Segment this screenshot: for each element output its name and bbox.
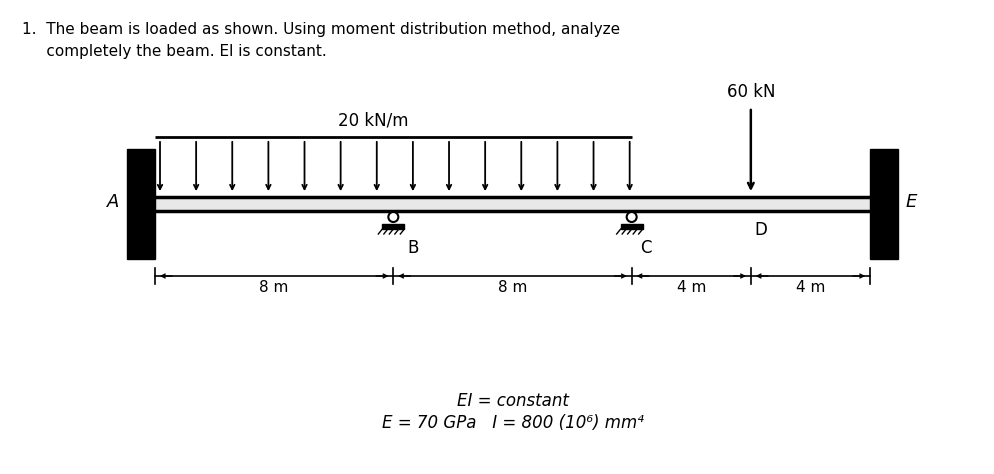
Text: 1.  The beam is loaded as shown. Using moment distribution method, analyze: 1. The beam is loaded as shown. Using mo… (22, 22, 620, 37)
Bar (870, 149, 898, 259)
Circle shape (626, 212, 637, 222)
Text: 4 m: 4 m (677, 280, 706, 295)
Bar (127, 149, 155, 259)
Text: 8 m: 8 m (498, 280, 527, 295)
Text: EI = constant: EI = constant (456, 392, 569, 410)
Bar (155, 197, 870, 211)
Text: E = 70 GPa   I = 800 (10⁶) mm⁴: E = 70 GPa I = 800 (10⁶) mm⁴ (382, 414, 643, 432)
Text: completely the beam. El is constant.: completely the beam. El is constant. (22, 44, 327, 59)
Bar (383, 224, 405, 229)
Text: C: C (640, 239, 651, 257)
Text: E: E (906, 193, 917, 211)
Text: 4 m: 4 m (796, 280, 825, 295)
Text: 60 kN: 60 kN (727, 83, 775, 101)
Text: A: A (106, 193, 119, 211)
Bar (620, 224, 643, 229)
Text: D: D (754, 221, 767, 239)
Text: 8 m: 8 m (259, 280, 289, 295)
Text: B: B (408, 239, 418, 257)
Circle shape (389, 212, 399, 222)
Text: 20 kN/m: 20 kN/m (338, 111, 409, 129)
